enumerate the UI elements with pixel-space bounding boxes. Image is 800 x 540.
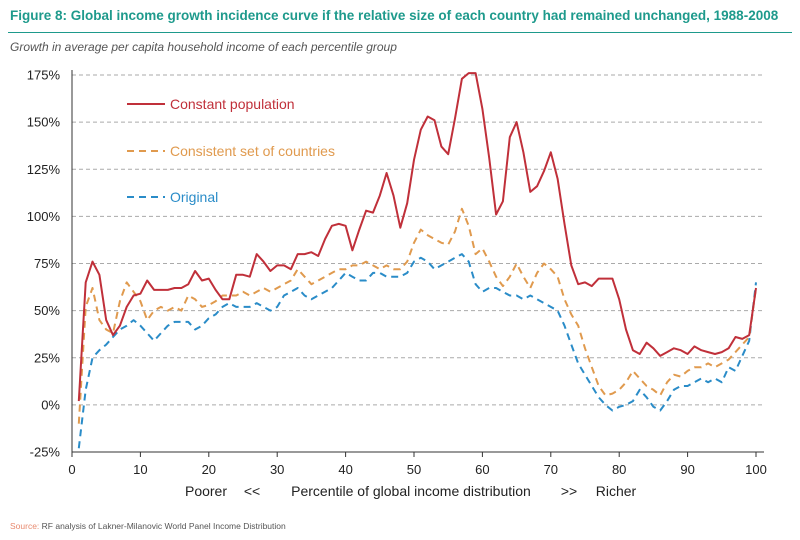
y-tick-label: 150% [27,115,61,130]
x-tick-label: 80 [612,462,626,477]
y-tick-label: 100% [27,209,61,224]
x-tick-label: 60 [475,462,489,477]
legend-label: Consistent set of countries [170,143,335,159]
axes: -25% 0% 25% 50% 75% 100% 125% 150% 175% 0 10 20 30 40… [27,68,767,478]
source-note: Source: RF analysis of Lakner-Milanovic … [10,521,286,531]
source-text: RF analysis of Lakner-Milanovic World Pa… [39,521,286,531]
series-line-consistent-set-of-countries [77,207,757,424]
legend: Constant population Consistent set of cou… [127,96,335,205]
series-line-original [77,253,757,449]
figure-subtitle: Growth in average per capita household i… [10,40,397,54]
figure-title: Figure 8: Global income growth incidence… [10,8,779,23]
y-tick-label: 25% [34,350,60,365]
x-tick-label: 10 [133,462,147,477]
x-tick-label: 30 [270,462,284,477]
y-tick-label: 175% [27,68,61,83]
legend-label: Constant population [170,96,295,112]
source-label: Source: [10,521,40,531]
y-tick-label: 75% [34,256,60,271]
y-tick-label: 0% [41,397,60,412]
y-tick-label: 125% [27,162,61,177]
series-lines [77,72,757,449]
x-axis-label-part: Poorer [185,483,227,499]
grid-lines [72,74,764,406]
x-axis-label-part: << [244,483,260,499]
x-tick-label: 0 [68,462,75,477]
x-tick-label: 20 [202,462,216,477]
y-tick-label: -25% [30,445,61,460]
title-divider [8,32,792,33]
x-axis-label: Poorer << Percentile of global income dist… [185,483,637,499]
legend-label: Original [170,189,218,205]
x-tick-label: 90 [680,462,694,477]
series-line-constant-population [77,72,757,402]
y-tick-label: 50% [34,303,60,318]
x-tick-label: 40 [338,462,352,477]
x-axis-label-part: Richer [596,483,637,499]
x-axis-label-part: >> [561,483,577,499]
x-tick-label: 50 [407,462,421,477]
x-tick-label: 100 [745,462,767,477]
x-tick-label: 70 [544,462,558,477]
x-axis-label-part: Percentile of global income distribution [291,483,531,499]
